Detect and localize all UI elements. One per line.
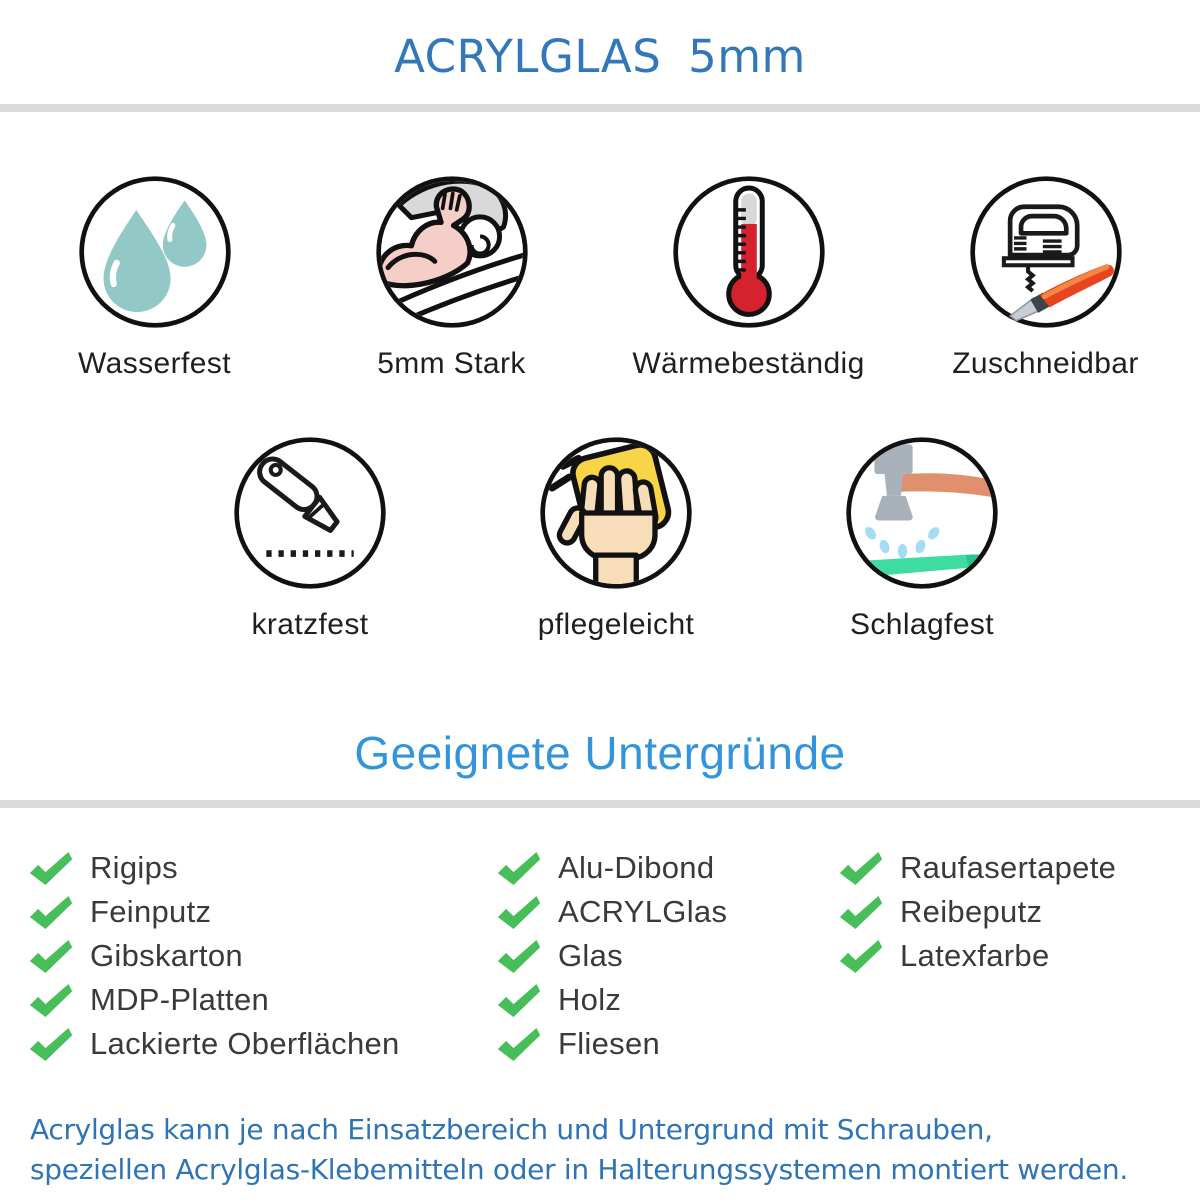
list-item: Fliesen: [496, 1022, 838, 1066]
water-drops-icon: [78, 176, 231, 328]
list-item: ACRYLGlas: [496, 890, 838, 934]
list-item-label: Latexfarbe: [900, 938, 1050, 973]
list-item-label: Raufasertapete: [900, 850, 1117, 885]
feature-kratzfest: kratzfest: [157, 435, 463, 642]
feature-label: Wärmebeständig: [632, 347, 865, 380]
check-icon: [496, 982, 542, 1019]
list-item: Feinputz: [28, 890, 496, 934]
feature-schlagfest: Schlagfest: [769, 435, 1075, 642]
list-item: MDP-Platten: [28, 978, 496, 1022]
list-item-label: Glas: [558, 938, 623, 973]
substrates-column-3: Raufasertapete Reibeputz Latexfarbe: [838, 846, 1172, 1066]
jigsaw-cutter-icon: [969, 176, 1122, 328]
check-icon: [838, 938, 884, 975]
feature-waermebestaendig: Wärmebeständig: [600, 174, 897, 381]
divider-top: [0, 104, 1200, 112]
feature-5mm-stark: 5mm Stark: [303, 174, 600, 381]
list-item-label: ACRYLGlas: [558, 894, 728, 929]
feature-label: pflegeleicht: [537, 608, 695, 641]
list-item-label: MDP-Platten: [90, 982, 270, 1017]
list-item: Holz: [496, 978, 838, 1022]
page-title: ACRYLGLAS 5mm: [394, 30, 806, 83]
list-item: Latexfarbe: [838, 934, 1172, 978]
list-item: Alu-Dibond: [496, 846, 838, 890]
list-item-label: Fliesen: [558, 1026, 661, 1061]
check-icon: [496, 938, 542, 975]
feature-label: Zuschneidbar: [952, 347, 1139, 380]
divider-middle: [0, 800, 1200, 808]
section-heading-untergruende: Geeignete Untergründe: [354, 727, 846, 779]
feature-row-2: kratzfest: [157, 435, 1075, 642]
hammer-impact-icon: [846, 437, 998, 589]
substrates-list: Rigips Feinputz Gibskarton MDP-Platten L…: [0, 846, 1200, 1066]
feature-label: 5mm Stark: [377, 347, 526, 380]
check-icon: [838, 894, 884, 931]
check-icon: [496, 850, 542, 887]
thermometer-icon: [672, 176, 825, 328]
mounting-note-line1: Acrylglas kann je nach Einsatzbereich un…: [30, 1113, 993, 1146]
list-item: Raufasertapete: [838, 846, 1172, 890]
list-item: Reibeputz: [838, 890, 1172, 934]
cleaning-hand-icon: [540, 437, 692, 589]
list-item-label: Alu-Dibond: [558, 850, 715, 885]
check-icon: [28, 894, 74, 931]
list-item: Lackierte Oberflächen: [28, 1022, 496, 1066]
flexed-arm-sheet-icon: [375, 176, 528, 328]
feature-wasserfest: Wasserfest: [6, 174, 303, 381]
check-icon: [28, 982, 74, 1019]
check-icon: [496, 894, 542, 931]
feature-label: Wasserfest: [78, 347, 231, 380]
feature-label: kratzfest: [251, 608, 369, 641]
list-item-label: Gibskarton: [90, 938, 243, 973]
list-item: Rigips: [28, 846, 496, 890]
substrates-column-2: Alu-Dibond ACRYLGlas Glas Holz Fliesen: [496, 846, 838, 1066]
list-item-label: Reibeputz: [900, 894, 1043, 929]
list-item-label: Lackierte Oberflächen: [90, 1026, 400, 1061]
list-item-label: Feinputz: [90, 894, 212, 929]
check-icon: [28, 1026, 74, 1063]
list-item-label: Rigips: [90, 850, 178, 885]
list-item-label: Holz: [558, 982, 622, 1017]
utility-knife-icon: [234, 437, 386, 589]
list-item: Glas: [496, 934, 838, 978]
check-icon: [28, 938, 74, 975]
substrates-column-1: Rigips Feinputz Gibskarton MDP-Platten L…: [28, 846, 496, 1066]
feature-row-1: Wasserfest 5mm Stark: [0, 174, 1200, 381]
check-icon: [838, 850, 884, 887]
list-item: Gibskarton: [28, 934, 496, 978]
check-icon: [28, 850, 74, 887]
feature-pflegeleicht: pflegeleicht: [463, 435, 769, 642]
mounting-note: Acrylglas kann je nach Einsatzbereich un…: [30, 1110, 1200, 1190]
check-icon: [496, 1026, 542, 1063]
mounting-note-line2: speziellen Acrylglas-Klebemitteln oder i…: [30, 1153, 1128, 1186]
feature-zuschneidbar: Zuschneidbar: [897, 174, 1194, 381]
feature-label: Schlagfest: [849, 608, 995, 641]
